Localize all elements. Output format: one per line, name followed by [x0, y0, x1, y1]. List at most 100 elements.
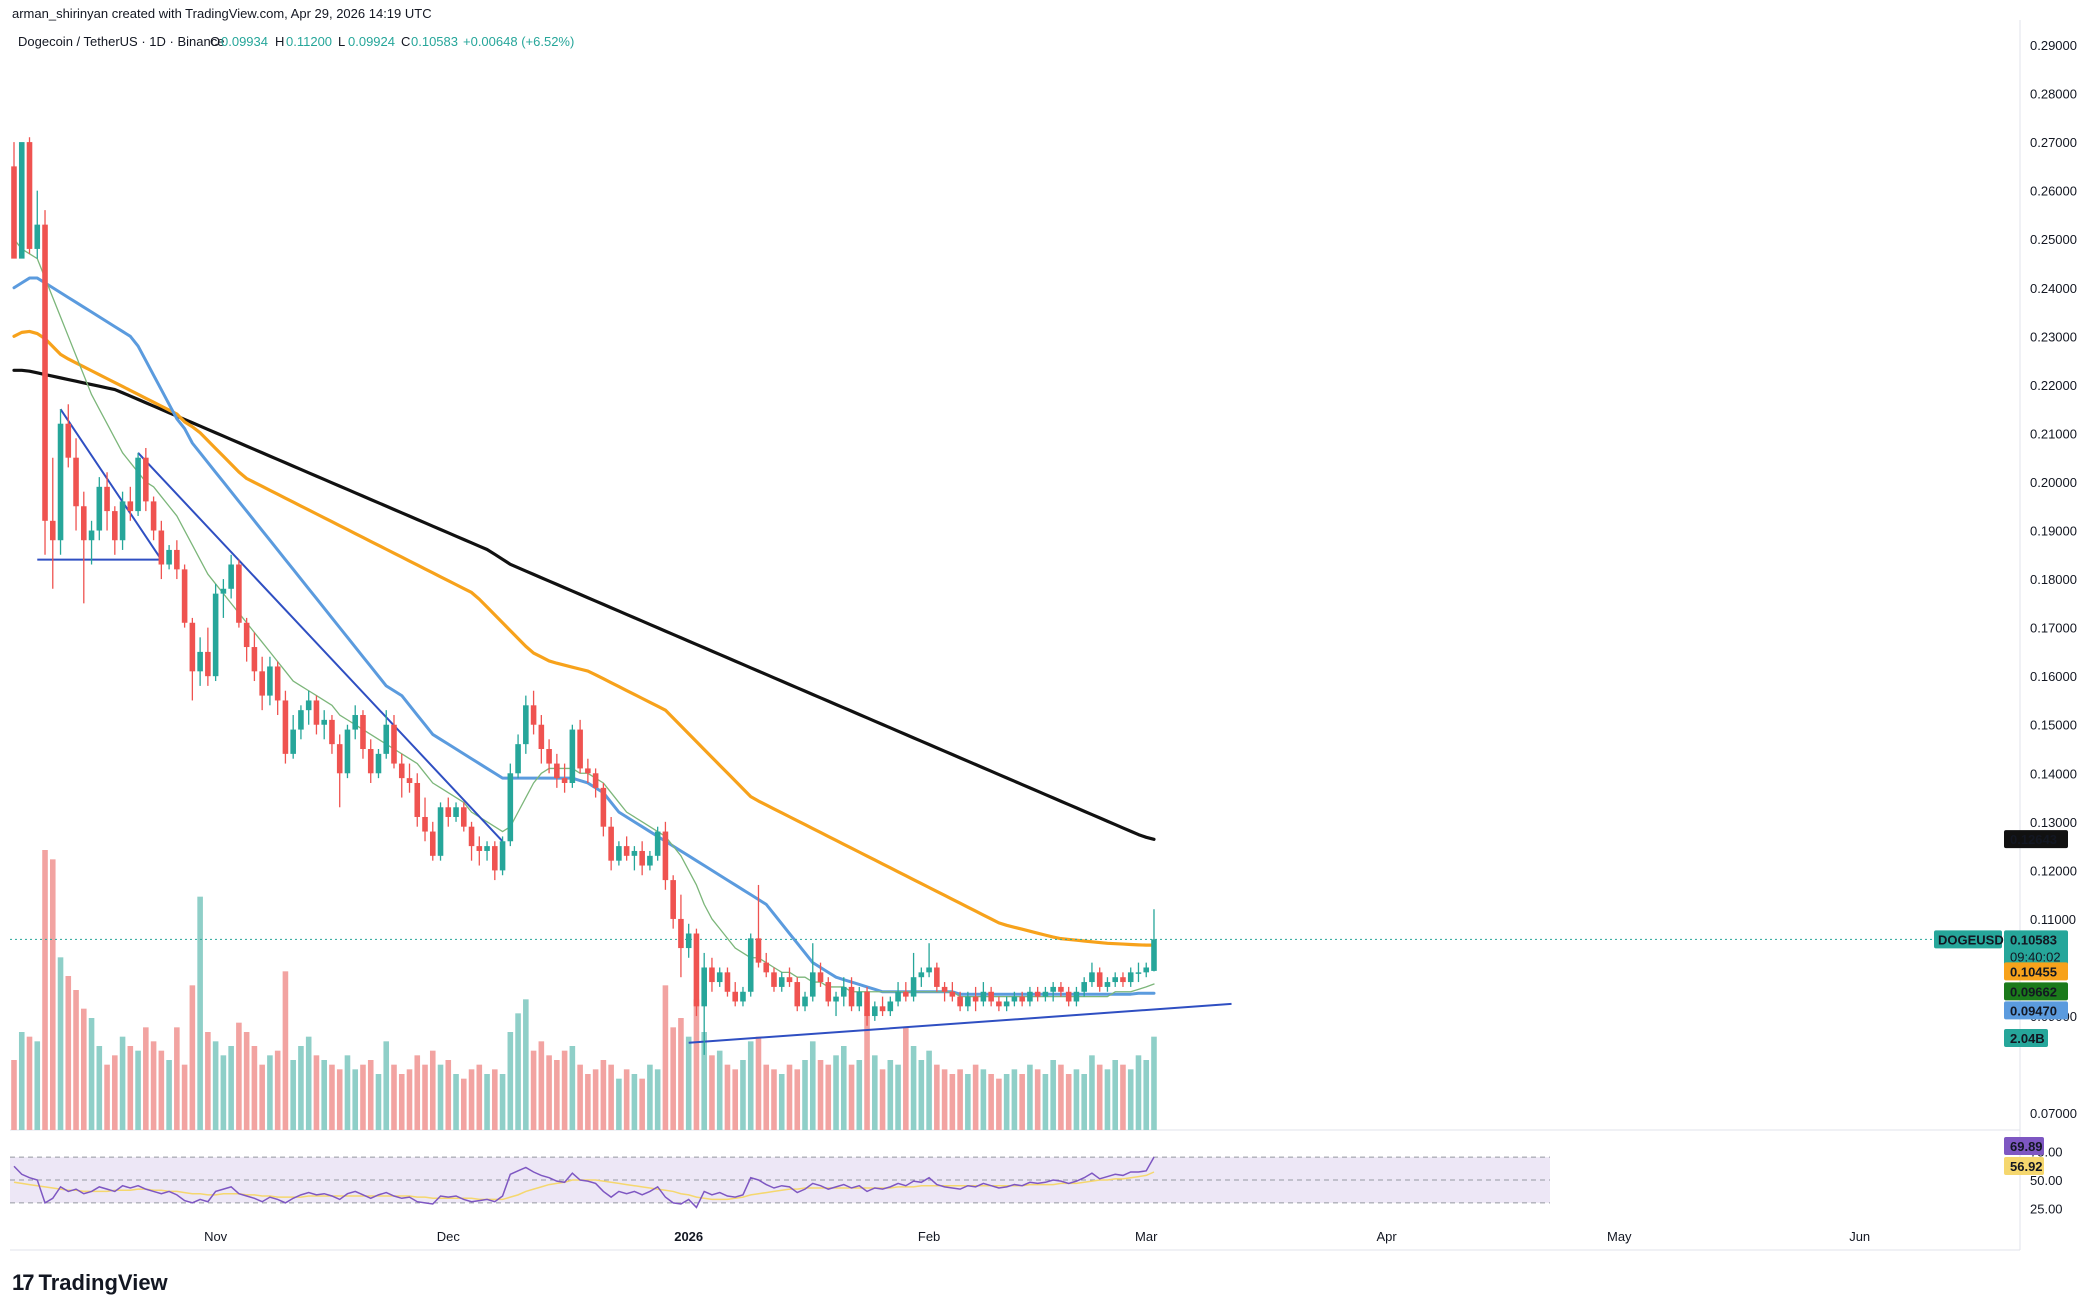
- candle-body: [856, 991, 863, 1007]
- ohlc-open: 0.09934: [221, 34, 268, 49]
- ma-long-tag-bg: [2004, 830, 2068, 849]
- volume-bar: [49, 859, 56, 1130]
- candle-body: [34, 224, 41, 249]
- candle-body: [965, 996, 971, 1007]
- tradingview-brand[interactable]: 17 TradingView: [12, 1270, 168, 1296]
- candle-body: [158, 530, 165, 565]
- candle-body: [26, 142, 33, 249]
- rsi-pane: [10, 1156, 1550, 1209]
- candle-body: [313, 700, 320, 725]
- candle-body: [445, 807, 452, 817]
- symbol-title: Dogecoin / TetherUS · 1D · Binance: [18, 34, 224, 49]
- candle-body: [112, 511, 118, 541]
- x-tick-label: 2026: [674, 1229, 703, 1244]
- y-tick-label: 0.11000: [2030, 912, 2076, 927]
- volume-bar: [499, 1074, 506, 1130]
- volume-bar: [336, 1069, 343, 1130]
- candle-body: [228, 564, 234, 589]
- candle-body: [189, 622, 196, 672]
- volume-bar: [460, 1078, 467, 1130]
- volume-bar: [391, 1064, 397, 1130]
- candle-body: [1143, 967, 1150, 973]
- volume-bar: [282, 971, 289, 1130]
- y-tick-label: 0.27000: [2030, 135, 2077, 150]
- x-tick-label: Feb: [918, 1229, 940, 1244]
- candle-body: [996, 1001, 1002, 1007]
- volume-bar: [344, 1055, 351, 1130]
- volume-bar: [740, 1060, 746, 1130]
- volume-bar: [1089, 1055, 1095, 1130]
- volume-bar: [980, 1069, 987, 1130]
- candle-body: [352, 715, 359, 730]
- ma-long-line: [12, 368, 1156, 841]
- candle-body: [406, 778, 413, 783]
- rsi-ma-tag: 56.92: [2010, 1159, 2043, 1174]
- volume-bar: [34, 1041, 41, 1130]
- candle-body: [585, 768, 591, 774]
- volume-bar: [135, 1050, 141, 1130]
- volume-bar: [259, 1064, 265, 1130]
- volume-bar: [1065, 1074, 1072, 1130]
- candle-body: [507, 773, 514, 842]
- candle-body: [259, 671, 265, 696]
- volume-bar: [127, 1046, 134, 1130]
- candle-body: [243, 622, 250, 648]
- volume-bar: [414, 1055, 421, 1130]
- volume-bar: [530, 1050, 537, 1130]
- candle-body: [685, 933, 692, 949]
- volume-bar: [856, 1060, 863, 1130]
- candle-body: [639, 850, 645, 866]
- y-tick-label: 0.29000: [2030, 38, 2077, 53]
- volume-bar: [26, 1036, 33, 1130]
- candle-body: [181, 569, 188, 623]
- candle-body: [73, 457, 79, 507]
- volume-bar: [88, 1018, 95, 1130]
- volume-bar: [174, 1027, 180, 1130]
- volume-bar: [143, 1027, 149, 1130]
- candle-body: [422, 816, 428, 832]
- volume-bar: [965, 1074, 971, 1130]
- candle-body: [391, 724, 397, 764]
- volume-bar: [1143, 1060, 1150, 1130]
- volume-bar: [693, 999, 700, 1130]
- volume-bar: [996, 1078, 1002, 1130]
- volume-bar: [1058, 1064, 1064, 1130]
- volume-bar: [445, 1060, 452, 1130]
- moving-averages: [12, 238, 1156, 998]
- volume-bar: [383, 1041, 390, 1130]
- candle-body: [794, 982, 801, 1007]
- candle-body: [1073, 991, 1080, 1002]
- volume-bar: [569, 1046, 576, 1130]
- axes: 0.29000 0.28000 0.27000 0.26000 0.25000 0.240…: [204, 38, 2077, 1244]
- volume-bar: [623, 1069, 630, 1130]
- volume-bar: [305, 1036, 312, 1130]
- volume-bar: [274, 1050, 281, 1130]
- volume-bar: [701, 1032, 707, 1130]
- candle-body: [127, 501, 134, 512]
- volume-bar: [422, 1064, 428, 1130]
- volume-bar: [1135, 1055, 1142, 1130]
- volume-bar: [1003, 1074, 1010, 1130]
- volume-bar: [18, 1032, 25, 1130]
- volume-bar: [561, 1050, 568, 1130]
- candle-body: [747, 938, 754, 992]
- candle-body: [523, 705, 529, 745]
- volume-bar: [290, 1060, 296, 1130]
- candle-body: [360, 715, 366, 750]
- candle-body: [453, 807, 459, 817]
- y-tick-label: 0.18000: [2030, 572, 2077, 587]
- volume-bar: [538, 1041, 545, 1130]
- candle-body: [1096, 972, 1103, 987]
- candle-body: [569, 729, 576, 783]
- volume-bar: [957, 1069, 963, 1130]
- candle-body: [755, 938, 762, 963]
- volume-bar: [181, 1064, 188, 1130]
- rsi-tick-label: 50.00: [2030, 1173, 2063, 1188]
- volume-bar: [1011, 1069, 1018, 1130]
- volume-bar: [360, 1064, 366, 1130]
- candle-body: [468, 826, 475, 847]
- candle-body: [1127, 972, 1134, 983]
- volume-bar: [81, 1008, 87, 1130]
- candle-body: [949, 991, 956, 997]
